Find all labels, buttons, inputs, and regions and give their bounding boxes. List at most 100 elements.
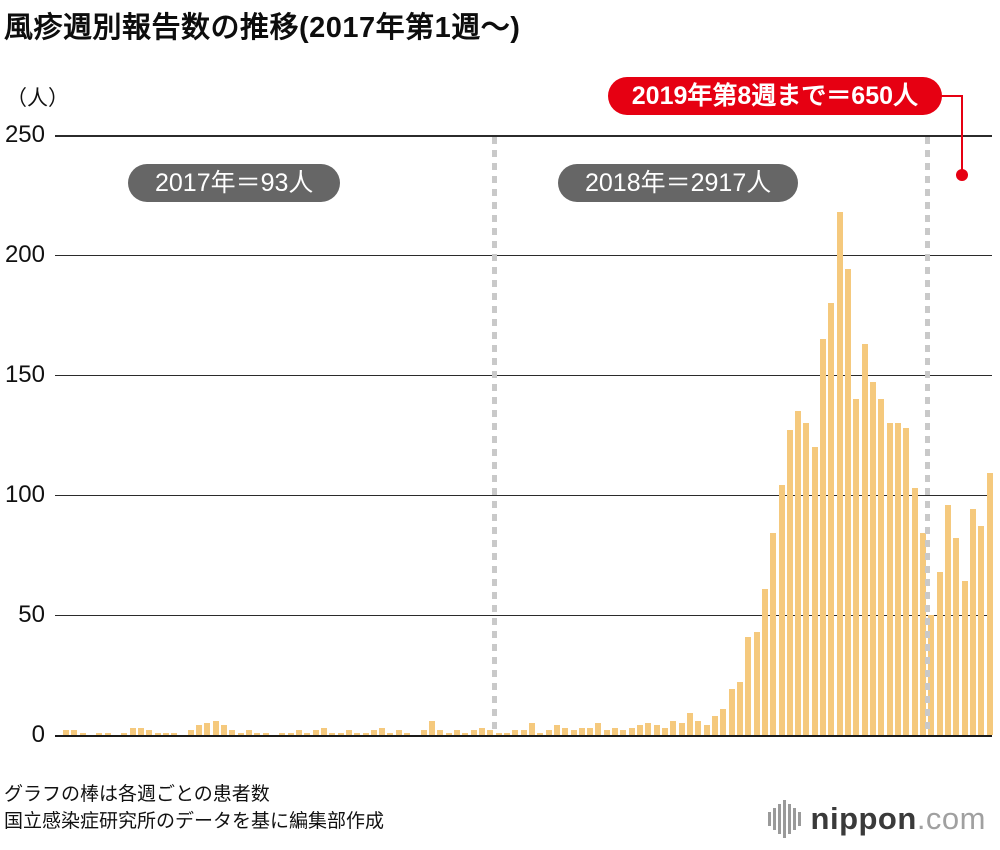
bar-week-63 xyxy=(578,727,585,735)
y-tick-label-50: 50 xyxy=(18,601,45,628)
year-separator-2 xyxy=(924,137,930,735)
bar-week-104 xyxy=(919,533,926,735)
bar-week-105 xyxy=(928,615,935,735)
bar-week-46 xyxy=(437,730,444,735)
bar-week-59 xyxy=(545,730,552,735)
bar-week-77 xyxy=(695,720,702,735)
bar-week-106 xyxy=(936,571,943,735)
bar-week-34 xyxy=(337,732,344,735)
bar-week-32 xyxy=(320,727,327,735)
bar-week-52 xyxy=(487,730,494,735)
bar-week-83 xyxy=(745,636,752,735)
bar-week-10 xyxy=(137,727,144,735)
bar-week-17 xyxy=(196,725,203,735)
bar-week-33 xyxy=(329,732,336,735)
bar-week-48 xyxy=(454,730,461,735)
nippon-logo-icon xyxy=(767,800,801,838)
bar-week-93 xyxy=(828,303,835,735)
bar-week-86 xyxy=(770,533,777,735)
bar-week-39 xyxy=(379,727,386,735)
gridline-50 xyxy=(55,615,992,616)
nippon-logo: nippon.com xyxy=(767,800,986,838)
bar-week-97 xyxy=(861,343,868,735)
logo-text-nippon: nippon xyxy=(810,801,917,836)
logo-text: nippon.com xyxy=(811,801,986,837)
bar-week-3 xyxy=(79,732,86,735)
bar-week-28 xyxy=(287,732,294,735)
bar-week-22 xyxy=(237,732,244,735)
y-tick-label-100: 100 xyxy=(4,481,45,508)
bar-week-60 xyxy=(553,725,560,735)
bar-week-37 xyxy=(362,732,369,735)
bar-week-76 xyxy=(687,713,693,735)
bar-week-82 xyxy=(736,682,743,735)
badge-2019-total: 2019年第8週まで＝650人 xyxy=(607,77,942,115)
bar-week-21 xyxy=(229,730,236,735)
bar-week-54 xyxy=(503,732,510,735)
y-axis-unit-label: （人） xyxy=(6,87,69,110)
bar-week-72 xyxy=(653,725,660,735)
bar-week-84 xyxy=(753,631,760,735)
bar-week-69 xyxy=(628,727,635,735)
bar-week-49 xyxy=(462,732,469,735)
bar-week-44 xyxy=(420,730,427,735)
badge-2018-total: 2018年＝2917人 xyxy=(558,164,799,202)
bar-week-95 xyxy=(845,269,852,735)
gridline-100 xyxy=(55,495,992,496)
bar-week-12 xyxy=(154,732,161,735)
bar-week-112 xyxy=(986,473,993,735)
bar-week-74 xyxy=(670,720,677,735)
bar-week-109 xyxy=(961,581,968,735)
bar-week-108 xyxy=(953,538,960,735)
footnote-bars-note: グラフの棒は各週ごとの患者数 xyxy=(4,784,270,805)
bar-week-40 xyxy=(387,732,394,735)
bar-week-58 xyxy=(537,732,544,735)
bar-week-71 xyxy=(645,723,652,735)
bar-week-30 xyxy=(304,732,311,735)
bar-week-50 xyxy=(470,730,477,735)
bar-week-27 xyxy=(279,732,286,735)
bar-week-78 xyxy=(703,725,710,735)
bar-week-98 xyxy=(870,382,877,735)
bar-week-56 xyxy=(520,730,527,735)
bar-week-111 xyxy=(978,526,985,735)
bar-week-20 xyxy=(221,725,228,735)
footnote-source-note: 国立感染症研究所のデータを基に編集部作成 xyxy=(4,811,385,832)
gridline-200 xyxy=(55,255,992,256)
bar-week-51 xyxy=(479,727,485,735)
bar-week-100 xyxy=(886,423,893,735)
bar-week-1 xyxy=(63,730,69,735)
y-tick-label-200: 200 xyxy=(4,241,45,268)
bar-week-38 xyxy=(370,730,377,735)
bar-week-90 xyxy=(803,423,810,735)
bar-week-89 xyxy=(795,411,802,735)
bar-week-2 xyxy=(71,730,78,735)
y-tick-label-150: 150 xyxy=(4,361,45,388)
y-tick-label-0: 0 xyxy=(31,721,45,748)
bar-week-42 xyxy=(404,732,411,735)
bar-week-9 xyxy=(129,727,136,735)
bar-week-35 xyxy=(345,730,352,735)
bar-week-65 xyxy=(595,723,602,735)
bar-week-41 xyxy=(395,730,402,735)
bar-week-45 xyxy=(429,720,436,735)
annotation-connector-horizontal xyxy=(934,95,963,97)
gridline-250 xyxy=(55,135,992,137)
bar-week-8 xyxy=(121,732,128,735)
bar-week-14 xyxy=(171,732,178,735)
bar-week-102 xyxy=(903,427,910,735)
bar-week-5 xyxy=(96,732,103,735)
bar-week-13 xyxy=(162,732,169,735)
bar-week-103 xyxy=(911,487,918,735)
bar-week-62 xyxy=(570,730,577,735)
gridline-150 xyxy=(55,375,992,376)
bar-week-68 xyxy=(620,730,627,735)
bar-week-64 xyxy=(587,727,594,735)
bar-week-18 xyxy=(204,723,211,735)
bar-week-70 xyxy=(637,725,644,735)
bar-week-24 xyxy=(254,732,261,735)
bar-week-29 xyxy=(295,730,302,735)
bar-week-81 xyxy=(728,689,735,735)
bar-week-87 xyxy=(778,485,785,735)
bar-week-57 xyxy=(528,723,535,735)
